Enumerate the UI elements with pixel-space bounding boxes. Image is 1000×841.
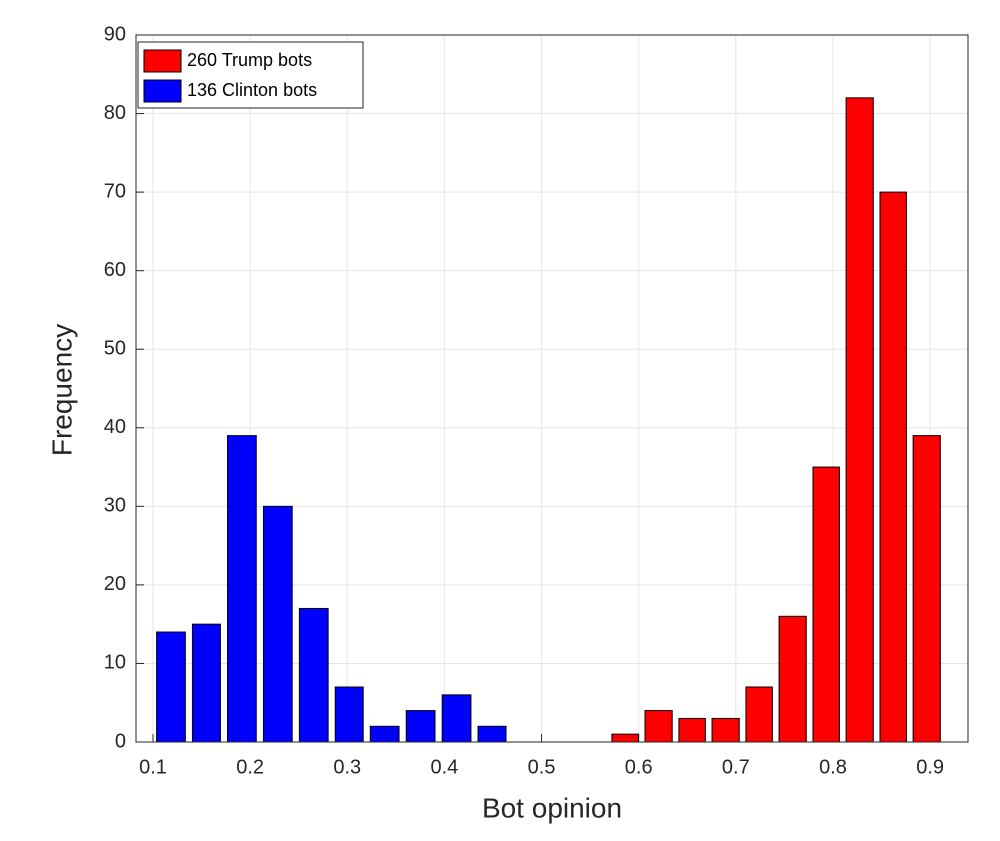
x-tick-label: 0.3 [333, 756, 361, 778]
y-axis-label: Frequency [46, 324, 77, 456]
bar [369, 725, 400, 743]
y-tick-label: 80 [104, 102, 126, 124]
bar [678, 717, 706, 743]
legend-label: 136 Clinton bots [187, 80, 317, 100]
y-tick-label: 20 [104, 573, 126, 595]
y-tick-label: 90 [104, 23, 126, 45]
bar [845, 97, 874, 743]
legend-swatch [143, 49, 182, 73]
bar [156, 631, 186, 743]
y-tick-label: 40 [104, 416, 126, 438]
bar [477, 725, 507, 743]
x-tick-label: 0.1 [139, 756, 167, 778]
bar [227, 435, 257, 743]
bar [262, 505, 293, 743]
bar [191, 623, 221, 743]
y-tick-label: 60 [104, 259, 126, 281]
x-tick-label: 0.9 [916, 756, 944, 778]
bar [745, 686, 773, 743]
x-axis-label: Bot opinion [482, 792, 622, 823]
x-tick-label: 0.4 [431, 756, 459, 778]
bar [812, 466, 840, 743]
x-tick-label: 0.6 [625, 756, 653, 778]
bar [405, 710, 436, 743]
bar [298, 607, 329, 743]
bar [611, 733, 639, 743]
bar [644, 710, 673, 743]
y-tick-label: 50 [104, 338, 126, 360]
bar [711, 717, 740, 743]
legend-label: 260 Trump bots [187, 50, 312, 70]
x-tick-label: 0.7 [722, 756, 750, 778]
bar [441, 694, 472, 743]
bar [912, 435, 941, 743]
plot-frame [135, 34, 969, 743]
y-tick-label: 70 [104, 180, 126, 202]
y-tick-label: 30 [104, 495, 126, 517]
x-tick-label: 0.5 [528, 756, 556, 778]
legend: 260 Trump bots 136 Clinton bots [137, 41, 364, 109]
x-tick-label: 0.2 [236, 756, 264, 778]
bar [879, 191, 907, 743]
bar [778, 615, 807, 743]
legend-swatch [143, 79, 182, 103]
y-tick-label: 0 [115, 730, 126, 752]
bar [334, 686, 364, 743]
x-tick-label: 0.8 [819, 756, 847, 778]
plot-area [136, 35, 968, 742]
y-tick-label: 10 [104, 652, 126, 674]
